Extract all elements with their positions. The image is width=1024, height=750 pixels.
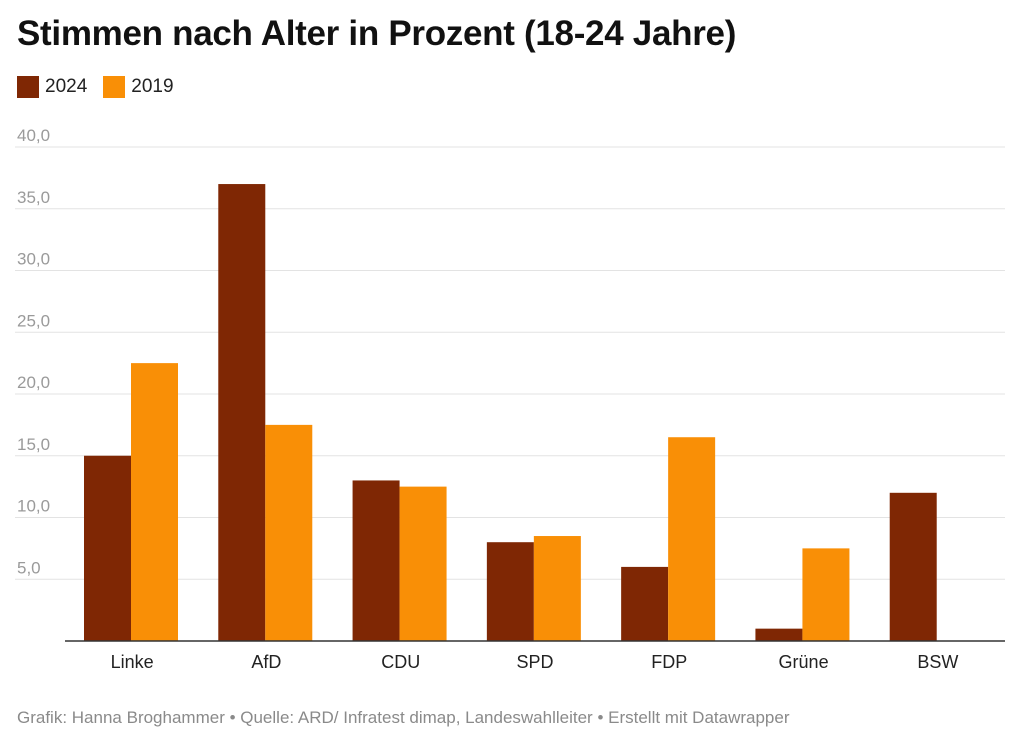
x-tick-label-cdu: CDU	[381, 652, 420, 672]
x-tick-label-bsw: BSW	[917, 652, 958, 672]
bar-grüne-2024	[755, 628, 803, 641]
bar-fdp-2019	[668, 437, 716, 641]
y-tick-label: 35,0	[17, 188, 50, 207]
legend-label-2024: 2024	[45, 76, 88, 97]
chart-title: Stimmen nach Alter in Prozent (18-24 Jah…	[17, 14, 737, 53]
x-tick-label-fdp: FDP	[651, 652, 687, 672]
bar-cdu-2019	[399, 486, 447, 641]
bar-linke-2024	[84, 455, 131, 641]
y-tick-label: 15,0	[17, 435, 50, 454]
y-tick-label: 10,0	[17, 497, 50, 516]
x-tick-label-linke: Linke	[111, 652, 154, 672]
bar-cdu-2024	[352, 480, 400, 641]
bar-fdp-2024	[621, 566, 669, 641]
legend-item-2024: 2024	[17, 76, 87, 98]
legend-swatch-2019	[103, 76, 126, 98]
legend-label-2019: 2019	[131, 76, 174, 97]
legend-item-2019: 2019	[103, 76, 174, 98]
x-tick-label-spd: SPD	[516, 652, 553, 672]
y-tick-label: 25,0	[17, 311, 50, 330]
y-tick-label: 20,0	[17, 373, 50, 392]
source-footer: Grafik: Hanna Broghammer • Quelle: ARD/ …	[17, 708, 790, 727]
y-tick-label: 5,0	[17, 558, 41, 577]
x-tick-label-grüne: Grüne	[779, 652, 829, 672]
bar-spd-2024	[486, 542, 534, 641]
bar-chart: 5,0 10,0 15,0 20,0 25,0 30,0 35,0 40,0 Linke AfD C…	[15, 126, 1005, 672]
bar-afd-2019	[265, 424, 313, 641]
legend: 2024 2019	[17, 76, 190, 98]
x-tick-label-afd: AfD	[251, 652, 281, 672]
bar-afd-2024	[218, 184, 266, 642]
bar-spd-2019	[533, 536, 581, 641]
bar-grüne-2019	[802, 548, 850, 641]
bar-linke-2019	[131, 363, 178, 641]
y-tick-label: 40,0	[17, 126, 50, 145]
legend-swatch-2024	[17, 76, 39, 98]
bar-bsw-2024	[889, 492, 937, 641]
y-tick-label: 30,0	[17, 250, 50, 269]
